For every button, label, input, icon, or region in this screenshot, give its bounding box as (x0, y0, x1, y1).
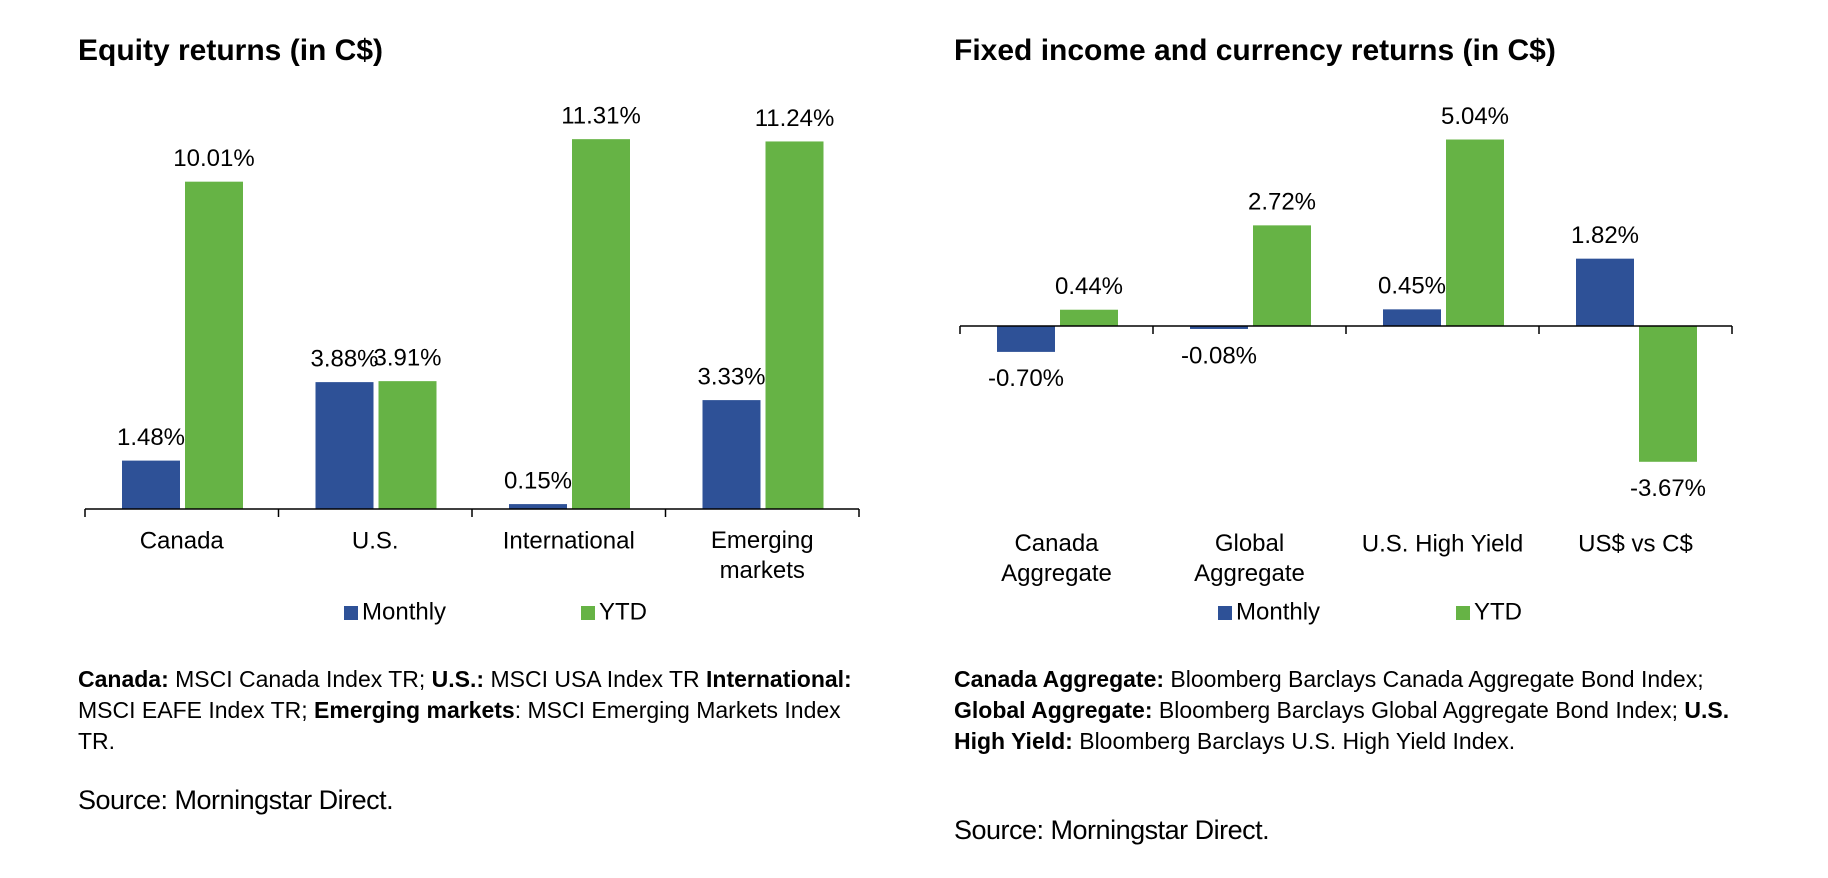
bar (997, 326, 1055, 352)
value-label: 10.01% (173, 145, 254, 172)
x-tick-label: Canada Aggregate (1001, 530, 1112, 587)
bar (509, 504, 567, 509)
value-label: 0.44% (1055, 273, 1123, 300)
x-tick-label: Global Aggregate (1194, 530, 1305, 587)
value-label: 3.33% (697, 363, 765, 390)
x-tick-label: Emerging markets (711, 527, 814, 584)
footnote-text: MSCI USA Index TR (484, 666, 707, 692)
chart-title: Fixed income and currency returns (in C$… (954, 34, 1556, 67)
bar (1253, 225, 1311, 326)
value-label: -0.08% (1181, 342, 1257, 369)
x-tick-label: Canada (140, 527, 225, 554)
legend-swatch (344, 606, 358, 620)
bar (1639, 326, 1697, 462)
legend-label: YTD (1474, 598, 1522, 625)
legend-label: Monthly (1236, 598, 1320, 625)
bar (378, 381, 437, 509)
footnote-text: U.S. High Yield: (954, 697, 1730, 754)
bar (122, 460, 180, 509)
value-label: 11.31% (561, 103, 641, 130)
legend-label: Monthly (362, 598, 446, 625)
bar (1060, 309, 1118, 326)
footnote-text: International: (706, 666, 852, 692)
value-label: 2.72% (1248, 189, 1316, 216)
footnote: Canada Aggregate: Bloomberg Barclays Can… (954, 664, 1774, 757)
value-label: 1.48% (117, 424, 185, 451)
footnote-text: Canada Aggregate: (954, 666, 1165, 692)
value-label: 11.24% (755, 105, 835, 132)
x-tick-label: International (503, 527, 635, 554)
footnote-text: U.S.: (431, 666, 485, 692)
bar (1383, 309, 1441, 326)
source: Source: Morningstar Direct. (78, 785, 394, 815)
bar (315, 382, 374, 509)
value-label: -0.70% (988, 365, 1064, 392)
value-label: 3.91% (373, 344, 441, 371)
footnote-text: Canada: (78, 666, 169, 692)
footnote-text: Emerging markets (314, 697, 515, 723)
footnote-text: : MSCI Emerging Markets Index TR. (78, 697, 841, 754)
footnote-text: Global Aggregate: (954, 697, 1153, 723)
footnote-text: Bloomberg Barclays U.S. High Yield Index… (1072, 728, 1516, 754)
chart-title: Equity returns (in C$) (78, 34, 383, 67)
legend-swatch (1456, 606, 1470, 620)
legend-swatch (1218, 606, 1232, 620)
value-label: 5.04% (1441, 103, 1509, 130)
footnote: Canada: MSCI Canada Index TR; U.S.: MSCI… (78, 664, 868, 757)
footnote-text: Bloomberg Barclays Global Aggregate Bond… (1152, 697, 1685, 723)
bar (185, 181, 243, 509)
footnote-text: MSCI Canada Index TR; (168, 666, 432, 692)
legend-label: YTD (599, 598, 647, 625)
value-label: 0.15% (504, 467, 572, 494)
x-tick-label: US$ vs C$ (1578, 530, 1693, 557)
x-tick-label: U.S. (352, 527, 399, 554)
source: Source: Morningstar Direct. (954, 815, 1270, 845)
value-label: -3.67% (1630, 475, 1706, 502)
bar (765, 141, 824, 509)
bar (1446, 139, 1504, 326)
value-label: 0.45% (1378, 273, 1446, 300)
bar (572, 139, 630, 509)
legend-swatch (581, 606, 595, 620)
bar (1576, 258, 1634, 326)
value-label: 3.88% (310, 345, 378, 372)
value-label: 1.82% (1571, 222, 1639, 249)
bar (1190, 326, 1248, 329)
footnote-text: Bloomberg Barclays Canada Aggregate Bond… (1164, 666, 1704, 692)
x-tick-label: U.S. High Yield (1362, 530, 1523, 557)
bar (702, 400, 761, 509)
footnote-text: MSCI EAFE Index TR; (78, 697, 315, 723)
